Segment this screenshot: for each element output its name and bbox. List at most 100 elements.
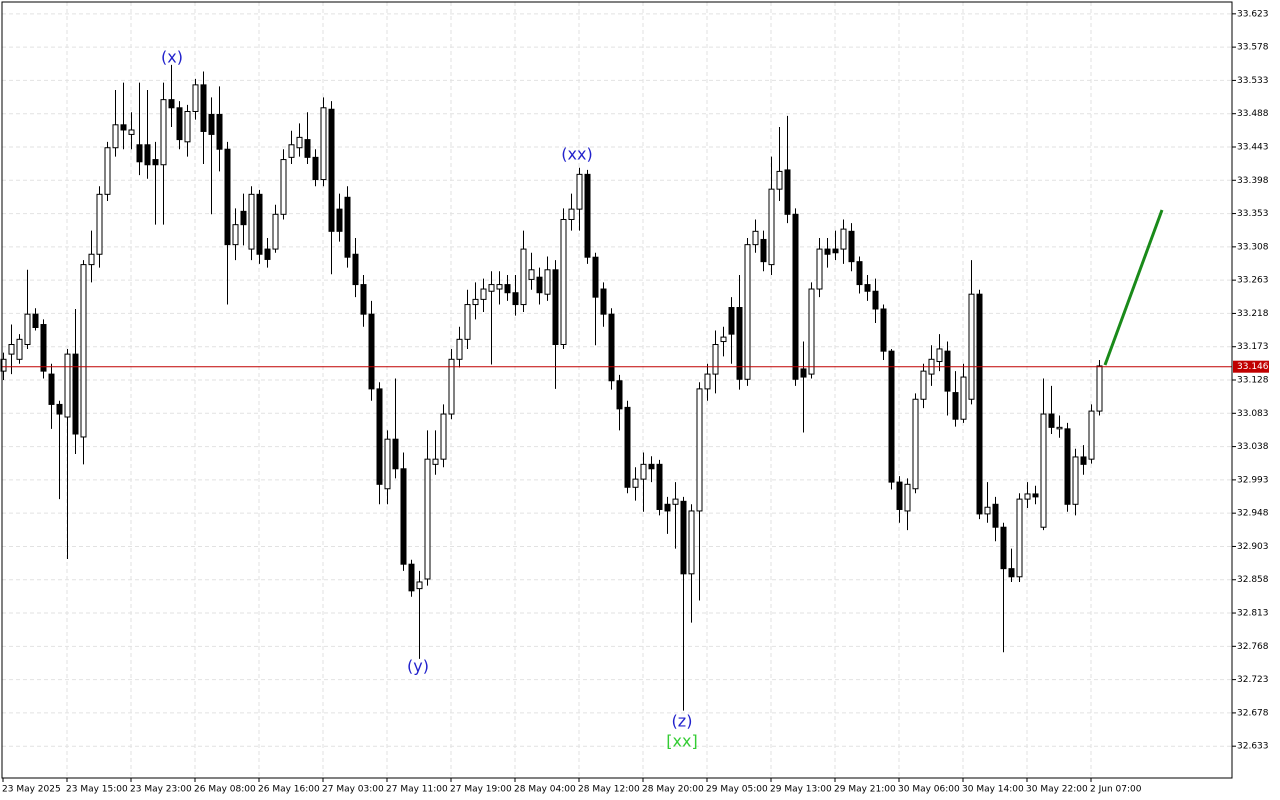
candle-body — [464, 304, 471, 340]
y-tick-label: 33.353 — [1237, 209, 1269, 219]
y-tick-label: 33.623 — [1237, 9, 1269, 19]
candle-body — [80, 264, 87, 438]
candle-body — [752, 230, 759, 246]
y-tick-label: 32.948 — [1237, 509, 1269, 519]
candle-body — [672, 498, 679, 505]
candle-body — [704, 373, 711, 390]
candle-body — [952, 392, 959, 420]
candle-body — [648, 463, 655, 470]
candle-body — [104, 147, 111, 195]
candle-body — [776, 170, 783, 190]
y-tick-label: 33.398 — [1237, 176, 1269, 186]
candle-body — [728, 307, 735, 335]
x-tick-label: 29 May 21:00 — [834, 785, 896, 795]
candle-body — [736, 307, 743, 380]
candle-body — [792, 213, 799, 380]
candle-body — [296, 136, 303, 149]
y-tick-label: 33.038 — [1237, 442, 1269, 452]
candle-body — [880, 308, 887, 352]
candle-body — [1072, 456, 1079, 505]
candle-body — [896, 481, 903, 510]
candle-body — [312, 156, 319, 181]
x-tick-label: 27 May 11:00 — [386, 785, 448, 795]
candle-body — [488, 284, 495, 292]
plot-frame — [1, 1, 1233, 779]
candle-body — [360, 284, 367, 315]
y-tick-label: 32.633 — [1237, 742, 1269, 752]
y-tick-label: 33.443 — [1237, 142, 1269, 152]
candle-body — [984, 506, 991, 515]
candle-body — [152, 159, 159, 166]
candle-body — [192, 84, 199, 112]
candle-body — [200, 84, 207, 132]
wave-label: (x) — [161, 48, 183, 67]
candle-body — [1096, 365, 1103, 412]
candle-body — [816, 248, 823, 290]
y-tick-label: 32.723 — [1237, 675, 1269, 685]
candle-body — [680, 500, 687, 575]
candle-body — [1088, 410, 1095, 460]
candle-body — [240, 210, 247, 226]
candle-body — [936, 348, 943, 363]
candle-body — [120, 124, 127, 131]
candle-body — [568, 208, 575, 220]
candle-body — [256, 193, 263, 255]
x-tick-label: 23 May 2025 — [2, 785, 61, 795]
y-tick-label: 33.308 — [1237, 242, 1269, 252]
candle-body — [920, 370, 927, 400]
candle-body — [528, 269, 535, 280]
x-tick-label: 2 Jun 07:00 — [1090, 785, 1142, 795]
candle-body — [592, 256, 599, 298]
candle-body — [1080, 456, 1087, 465]
candle-body — [872, 290, 879, 310]
candle-body — [112, 124, 119, 149]
candle-body — [912, 398, 919, 490]
candle-body — [848, 230, 855, 263]
candle-body — [400, 468, 407, 565]
y-tick-label: 33.578 — [1237, 43, 1269, 53]
x-tick-label: 30 May 06:00 — [898, 785, 960, 795]
candle-body — [376, 388, 383, 485]
candle-body — [1064, 428, 1071, 505]
candle-body — [712, 344, 719, 375]
x-tick-label: 29 May 13:00 — [770, 785, 832, 795]
candle-body — [432, 458, 439, 465]
candle-body — [1056, 426, 1063, 430]
y-tick-label: 33.083 — [1237, 409, 1269, 419]
y-tick-label: 32.993 — [1237, 475, 1269, 485]
candle-body — [864, 284, 871, 292]
candle-body — [632, 478, 639, 488]
candle-body — [352, 253, 359, 286]
candle-body — [624, 406, 631, 488]
y-tick-label: 33.488 — [1237, 109, 1269, 119]
candle-body — [72, 353, 79, 435]
candle-body — [560, 218, 567, 346]
candle-body — [744, 244, 751, 380]
candle-body — [40, 324, 47, 372]
candle-body — [8, 344, 15, 355]
candle-body — [656, 463, 663, 510]
candle-body — [48, 373, 55, 405]
y-tick-label: 33.218 — [1237, 309, 1269, 319]
candle-body — [1024, 493, 1031, 500]
candle-body — [1016, 498, 1023, 578]
candle-body — [504, 284, 511, 294]
candle-body — [808, 288, 815, 375]
candles — [0, 64, 1103, 711]
y-tick-label: 33.173 — [1237, 342, 1269, 352]
candle-body — [416, 581, 423, 590]
candle-body — [344, 196, 351, 258]
y-tick-label: 32.903 — [1237, 542, 1269, 552]
x-tick-label: 30 May 22:00 — [1026, 785, 1088, 795]
candle-body — [232, 224, 239, 246]
candle-body — [1000, 526, 1007, 570]
candle-body — [544, 269, 551, 295]
wave-label: (z) — [672, 712, 693, 731]
candle-body — [832, 248, 839, 254]
candle-body — [272, 213, 279, 250]
x-tick-label: 27 May 19:00 — [450, 785, 512, 795]
candle-body — [472, 298, 479, 306]
candle-body — [0, 358, 7, 372]
candle-body — [784, 169, 791, 215]
